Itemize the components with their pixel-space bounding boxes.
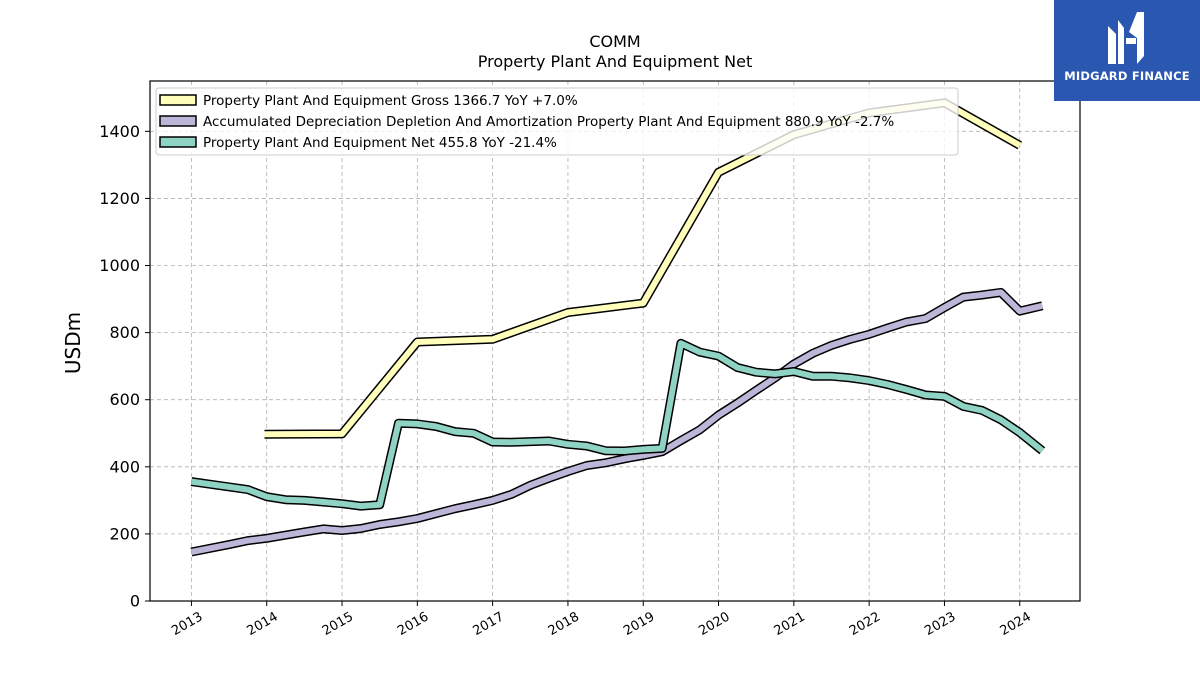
- y-tick-label: 200: [109, 524, 140, 543]
- legend-entry: Accumulated Depreciation Depletion And A…: [203, 114, 894, 130]
- series-line-outline: [190, 338, 1046, 511]
- x-tick-label: 2015: [320, 609, 356, 639]
- brand-logo: MIDGARD FINANCE: [1054, 0, 1200, 101]
- legend: Property Plant And Equipment Gross 1366.…: [155, 87, 959, 156]
- legend-swatch: [159, 94, 197, 106]
- series-line: [190, 289, 1043, 555]
- x-tick-label: 2013: [169, 609, 205, 639]
- chart-subtitle: Property Plant And Equipment Net: [478, 52, 753, 71]
- y-tick-label: 1200: [99, 189, 140, 208]
- axes: 0 200 400 600 800 1000 1200 1400 2013 2014 2015 201…: [99, 80, 1081, 639]
- y-tick-label: 800: [109, 323, 140, 342]
- x-tick-label: 2014: [245, 609, 281, 639]
- chart-title: COMM: [589, 32, 640, 51]
- x-tick-label: 2020: [696, 609, 732, 639]
- y-tick-label: 400: [109, 457, 140, 476]
- x-tick-label: 2024: [998, 609, 1034, 639]
- x-tick-label: 2017: [470, 609, 506, 639]
- legend-box: [155, 87, 959, 156]
- series-line: [190, 340, 1045, 510]
- x-tick-label: 2016: [395, 609, 431, 639]
- legend-entry: Property Plant And Equipment Gross 1366.…: [203, 93, 578, 109]
- legend-swatch: [159, 136, 197, 148]
- x-tick-label: 2022: [847, 609, 883, 639]
- y-tick-label: 600: [109, 390, 140, 409]
- y-tick-label: 0: [130, 592, 140, 611]
- y-tick-label: 1000: [99, 256, 140, 275]
- x-tick-label: 2021: [772, 609, 808, 639]
- plot-frame: [149, 80, 1081, 602]
- x-tick-label: 2019: [621, 609, 657, 639]
- series-lines: [190, 98, 1046, 557]
- legend-entry: Property Plant And Equipment Net 455.8 Y…: [203, 135, 557, 151]
- y-tick-label: 1400: [99, 122, 140, 141]
- y-axis-label: USDm: [61, 312, 85, 374]
- x-tick-label: 2018: [546, 609, 582, 639]
- brand-name: MIDGARD FINANCE: [1064, 69, 1190, 83]
- legend-swatch: [159, 115, 197, 127]
- x-tick-label: 2023: [922, 609, 958, 639]
- midgard-logo-icon: [1108, 12, 1144, 64]
- series-line-outline: [190, 287, 1044, 557]
- grid: [150, 81, 1080, 602]
